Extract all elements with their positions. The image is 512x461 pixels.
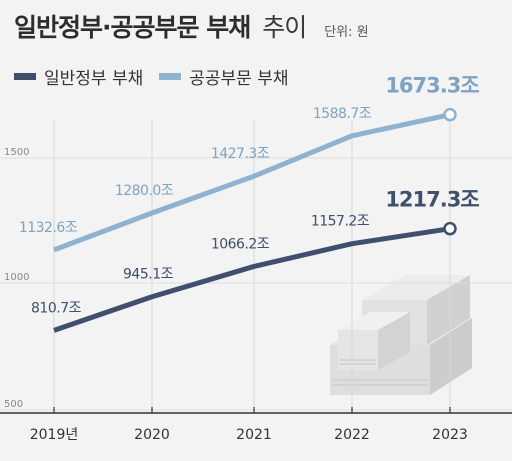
data-label: 1427.3조 bbox=[211, 146, 270, 162]
data-label: 1217.3조 bbox=[385, 188, 479, 212]
data-label: 1132.6조 bbox=[19, 220, 78, 236]
x-axis: 2019년 2020 2021 2022 2023 bbox=[0, 407, 512, 443]
data-label: 1066.2조 bbox=[211, 236, 270, 252]
data-label: 1673.3조 bbox=[385, 74, 479, 98]
chart-title: 일반정부·공공부문 부채 추이 단위: 원 bbox=[14, 8, 369, 44]
data-label: 1157.2조 bbox=[311, 214, 370, 230]
y-tick-label: 500 bbox=[4, 399, 23, 410]
y-tick-label: 1000 bbox=[4, 272, 29, 283]
x-tick-label: 2022 bbox=[334, 427, 370, 443]
data-label: 945.1조 bbox=[123, 267, 174, 283]
legend: 일반정부 부채 공공부문 부채 bbox=[14, 64, 289, 89]
data-label: 1280.0조 bbox=[115, 183, 174, 199]
legend-label-general: 일반정부 부채 bbox=[44, 69, 144, 89]
legend-swatch-general bbox=[14, 73, 36, 80]
y-tick-label: 1500 bbox=[4, 147, 29, 158]
data-labels: 1132.6조 1280.0조 1427.3조 1588.7조 1673.3조 810.7… bbox=[19, 74, 481, 317]
unit-label: 단위: 원 bbox=[324, 25, 369, 40]
series-line bbox=[53, 112, 451, 253]
money-stack-illustration bbox=[330, 275, 472, 395]
x-tick-label: 2023 bbox=[432, 427, 468, 443]
legend-label-public: 공공부문 부채 bbox=[189, 69, 289, 89]
x-tick-label: 2020 bbox=[134, 427, 170, 443]
x-tick-label: 2019년 bbox=[30, 427, 79, 443]
title-suffix: 추이 bbox=[262, 13, 307, 42]
legend-swatch-public bbox=[159, 73, 182, 80]
title-main: 일반정부·공공부문 부채 bbox=[14, 13, 251, 42]
data-label: 810.7조 bbox=[31, 300, 82, 316]
series-end-marker bbox=[443, 221, 457, 236]
x-tick-label: 2021 bbox=[236, 427, 272, 443]
series-line bbox=[53, 226, 451, 333]
series-end-marker bbox=[443, 107, 457, 122]
data-label: 1588.7조 bbox=[313, 106, 372, 122]
series-lines bbox=[53, 107, 457, 333]
